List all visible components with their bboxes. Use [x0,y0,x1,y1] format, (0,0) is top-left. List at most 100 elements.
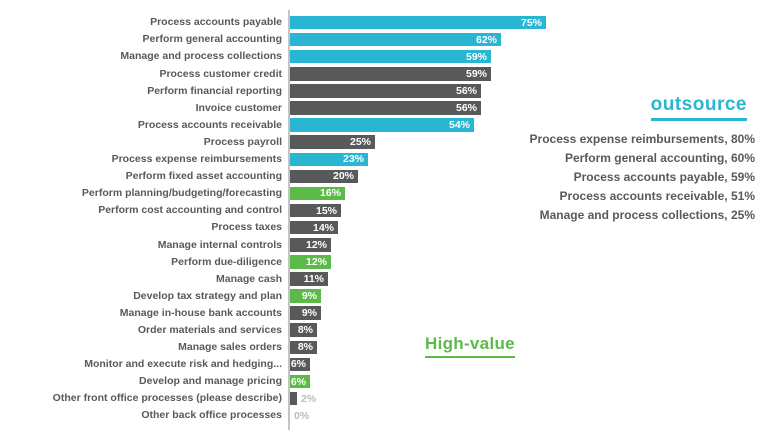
category-label: Perform due-diligence [171,255,282,268]
bar [290,67,491,81]
bar [290,238,331,252]
bar [290,220,338,235]
bar-track: 8% [290,323,560,337]
chart-row: Process expense reimbursements 23% [0,151,560,168]
outsource-panel: outsource Process expense reimbursements… [475,94,755,225]
bar [290,49,491,64]
chart-row: Perform fixed asset accounting 20% [0,168,560,185]
chart-row: Other front office processes (please des… [0,390,560,407]
outsource-list-item: Manage and process collections, 25% [539,208,755,222]
outsource-list-item: Perform general accounting, 60% [564,151,755,165]
bar-track: 6% [290,374,560,389]
bar-value-label: 0% [294,409,310,422]
bar [290,84,481,98]
bar-track: 56% [290,84,560,98]
bar-value-label: 8% [297,323,313,336]
bar-track: 15% [290,203,560,218]
chart-row: Invoice customer 56% [0,99,560,116]
chart-row: Process accounts payable 75% [0,14,560,31]
bar-value-label: 56% [455,101,477,114]
category-label: Develop and manage pricing [139,375,282,388]
bar-value-label: 59% [465,50,487,63]
chart-row: Manage in-house bank accounts 9% [0,305,560,322]
category-label: Process payroll [203,135,282,148]
bar-value-label: 11% [303,272,324,285]
chart-row: Develop tax strategy and plan 9% [0,288,560,305]
high-value-label: High-value [425,334,515,358]
bar-value-label: 8% [297,341,313,354]
chart-row: Perform financial reporting 56% [0,82,560,99]
bar-value-label: 16% [319,187,341,200]
chart-row: Order materials and services 8% [0,322,560,339]
category-label: Other back office processes [141,409,282,422]
outsource-list-item: Process expense reimbursements, 80% [529,132,755,146]
bar-value-label: 15% [315,204,337,217]
category-label: Invoice customer [195,101,282,114]
bar-track: 25% [290,135,560,149]
bar-track: 9% [290,306,560,320]
bar [290,186,345,201]
bar-track: 8% [290,340,560,355]
bar-track: 56% [290,101,560,115]
bar-track: 75% [290,15,560,30]
chart-row: Develop and manage pricing 6% [0,373,560,390]
category-label: Manage in-house bank accounts [119,306,282,319]
chart-row: Perform planning/budgeting/forecasting 16… [0,185,560,202]
bar-track: 54% [290,118,560,132]
bar-value-label: 75% [520,16,542,29]
category-label: Process customer credit [159,67,282,80]
bar-track: 12% [290,255,560,269]
bar [290,118,474,132]
chart-row: Process customer credit 59% [0,65,560,82]
outsource-list-item: Process accounts receivable, 51% [559,189,755,203]
bar-value-label: 23% [342,153,364,166]
outsource-title: outsource [650,94,747,121]
bar-value-label: 62% [475,33,497,46]
category-label: Perform cost accounting and control [98,204,282,217]
bar [290,32,501,47]
bar-value-label: 54% [448,118,470,131]
bar [290,323,317,337]
bar-value-label: 14% [312,221,334,234]
chart-row: Monitor and execute risk and hedging... 6… [0,356,560,373]
bar-value-label: 56% [455,84,477,97]
bar [290,135,375,149]
bar [290,306,321,320]
bar [290,101,481,115]
bar [290,15,546,30]
bar-value-label: 25% [349,135,371,148]
category-label: Perform general accounting [142,33,282,46]
bar-value-label: 12% [305,238,327,251]
bar-track: 9% [290,289,560,303]
bar-track: 2% [290,391,560,406]
bar [290,255,331,269]
outsource-title-row: outsource [475,94,755,121]
category-label: Monitor and execute risk and hedging... [84,358,282,371]
bar-value-label: 6% [290,358,306,371]
chart-row: Process payroll 25% [0,134,560,151]
bar [290,152,368,167]
bar-value-label: 6% [290,375,306,388]
chart-row: Manage and process collections 59% [0,48,560,65]
category-label: Process taxes [211,221,282,234]
bar-track: 11% [290,272,560,286]
chart-row: Process accounts receivable 54% [0,117,560,134]
bar [290,203,341,218]
bar-track: 20% [290,169,560,184]
category-label: Perform planning/budgeting/forecasting [81,187,282,200]
bar [290,289,321,303]
chart-row: Perform due-diligence 12% [0,253,560,270]
bar-track: 0% [290,409,560,423]
bar-track: 14% [290,220,560,235]
bar [290,272,328,286]
bar-track: 12% [290,238,560,252]
bar-track: 16% [290,186,560,201]
bar-track: 59% [290,49,560,64]
bar [290,340,317,355]
chart-row: Manage sales orders 8% [0,339,560,356]
category-label: Process expense reimbursements [111,153,282,166]
bar-value-label: 20% [332,170,354,183]
category-label: Manage cash [216,272,282,285]
bar-track: 59% [290,67,560,81]
bar [290,374,310,389]
